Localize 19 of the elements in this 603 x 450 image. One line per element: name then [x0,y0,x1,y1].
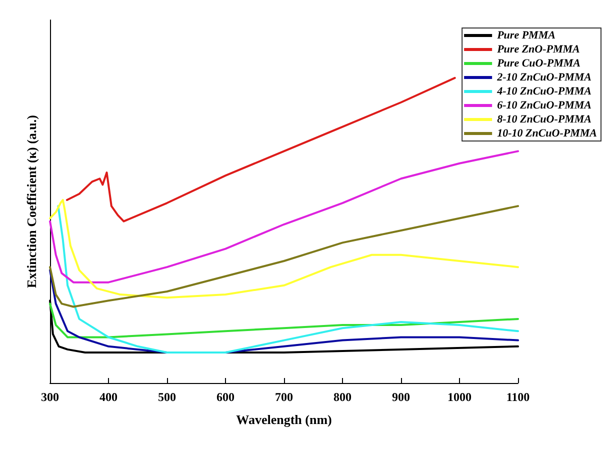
x-tick-label: 500 [158,390,176,404]
legend-label: 6-10 ZnCuO-PMMA [497,100,592,112]
x-tick-label: 1100 [506,390,530,404]
x-tick-label: 900 [392,390,410,404]
legend-label: Pure ZnO-PMMA [497,44,580,56]
x-tick-label: 300 [41,390,59,404]
x-tick-label: 800 [334,390,352,404]
x-tick-label: 600 [216,390,234,404]
legend-label: 2-10 ZnCuO-PMMA [496,72,592,84]
x-axis-title: Wavelength (nm) [236,412,332,427]
y-axis-title: Extinction Coefficient (κ) (a.u.) [24,115,39,288]
x-tick-label: 1000 [448,390,472,404]
x-tick-label: 700 [275,390,293,404]
legend-label: 4-10 ZnCuO-PMMA [496,86,592,98]
x-tick-label: 400 [100,390,118,404]
legend-label: 8-10 ZnCuO-PMMA [497,114,592,126]
legend-label: 10-10 ZnCuO-PMMA [497,128,598,140]
legend-label: Pure CuO-PMMA [497,58,581,70]
legend-label: Pure PMMA [497,30,556,42]
